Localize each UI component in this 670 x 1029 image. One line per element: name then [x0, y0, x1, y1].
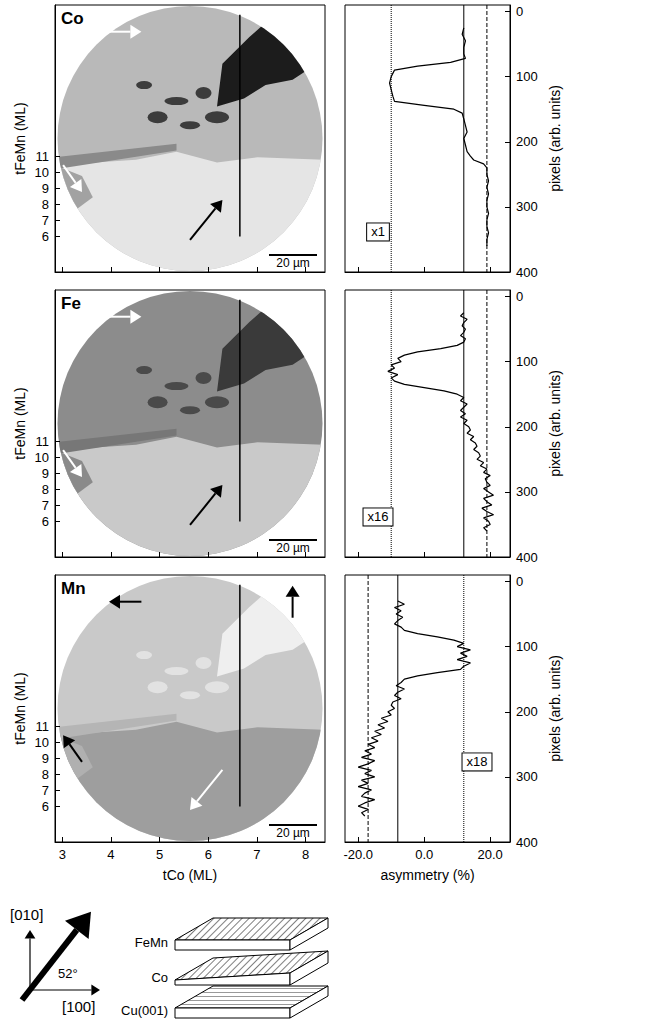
svg-text:300: 300 [516, 199, 538, 214]
svg-text:[010]: [010] [10, 906, 43, 923]
svg-text:400: 400 [516, 265, 538, 280]
svg-text:8: 8 [302, 847, 309, 862]
svg-text:asymmetry (%): asymmetry (%) [380, 867, 474, 883]
svg-text:3: 3 [59, 847, 66, 862]
svg-text:400: 400 [516, 550, 538, 565]
svg-text:7: 7 [42, 213, 49, 228]
svg-text:11: 11 [36, 719, 50, 734]
svg-text:Cu(001): Cu(001) [121, 1003, 168, 1018]
svg-text:x16: x16 [368, 509, 389, 524]
svg-text:300: 300 [516, 769, 538, 784]
svg-text:200: 200 [516, 419, 538, 434]
svg-text:20 µm: 20 µm [276, 256, 310, 270]
svg-text:pixels (arb. units): pixels (arb. units) [547, 370, 563, 477]
svg-text:7: 7 [42, 783, 49, 798]
svg-text:tFeMn (ML): tFeMn (ML) [12, 387, 28, 459]
svg-text:0: 0 [516, 4, 523, 19]
svg-text:11: 11 [36, 434, 50, 449]
svg-text:6: 6 [42, 229, 49, 244]
svg-text:8: 8 [42, 197, 49, 212]
svg-text:[100]: [100] [62, 998, 95, 1015]
svg-text:pixels (arb. units): pixels (arb. units) [547, 85, 563, 192]
svg-text:100: 100 [516, 69, 538, 84]
svg-text:tFeMn (ML): tFeMn (ML) [12, 102, 28, 174]
svg-text:tFeMn (ML): tFeMn (ML) [12, 672, 28, 744]
svg-text:9: 9 [42, 751, 49, 766]
svg-text:8: 8 [42, 482, 49, 497]
svg-text:10: 10 [35, 735, 49, 750]
svg-text:20 µm: 20 µm [276, 541, 310, 555]
svg-text:100: 100 [516, 639, 538, 654]
svg-text:10: 10 [35, 165, 49, 180]
svg-text:pixels (arb. units): pixels (arb. units) [547, 655, 563, 762]
svg-text:Fe: Fe [61, 294, 81, 313]
svg-text:9: 9 [42, 466, 49, 481]
svg-text:100: 100 [516, 354, 538, 369]
svg-text:300: 300 [516, 484, 538, 499]
svg-text:Co: Co [61, 9, 84, 28]
svg-text:Co: Co [151, 970, 168, 985]
svg-text:0: 0 [516, 574, 523, 589]
svg-text:4: 4 [107, 847, 114, 862]
svg-text:x18: x18 [467, 754, 488, 769]
svg-text:Mn: Mn [61, 579, 86, 598]
svg-text:52°: 52° [58, 966, 78, 981]
svg-text:11: 11 [36, 149, 50, 164]
svg-text:0.0: 0.0 [415, 847, 433, 862]
svg-text:7: 7 [253, 847, 260, 862]
svg-text:7: 7 [42, 498, 49, 513]
svg-text:6: 6 [42, 514, 49, 529]
svg-text:8: 8 [42, 767, 49, 782]
svg-text:9: 9 [42, 181, 49, 196]
svg-text:20.0: 20.0 [478, 847, 503, 862]
svg-text:0: 0 [516, 289, 523, 304]
svg-text:FeMn: FeMn [135, 935, 168, 950]
svg-text:6: 6 [42, 799, 49, 814]
svg-text:6: 6 [205, 847, 212, 862]
svg-text:200: 200 [516, 134, 538, 149]
svg-text:400: 400 [516, 835, 538, 850]
svg-text:10: 10 [35, 450, 49, 465]
svg-text:x1: x1 [371, 224, 385, 239]
svg-text:-20.0: -20.0 [343, 847, 373, 862]
svg-text:5: 5 [156, 847, 163, 862]
svg-text:20 µm: 20 µm [276, 826, 310, 840]
svg-text:tCo (ML): tCo (ML) [163, 867, 217, 883]
svg-text:200: 200 [516, 704, 538, 719]
